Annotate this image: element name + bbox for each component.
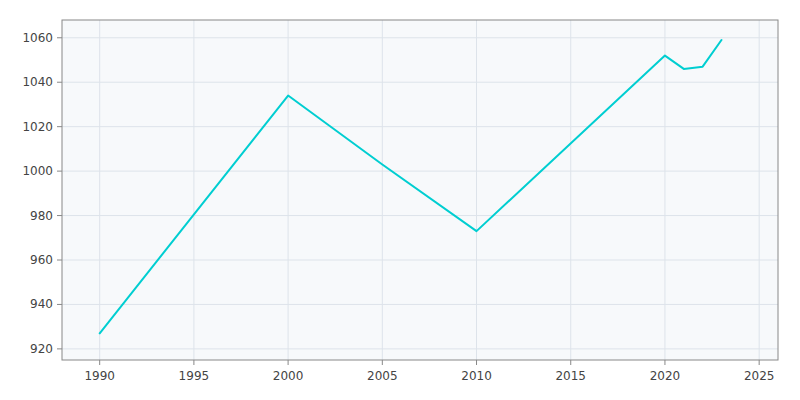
x-grid-line (570, 20, 571, 360)
y-tick-mark (57, 126, 62, 127)
x-tick-mark (382, 360, 383, 365)
tick-labels: 1990 1995 2000 2005 2010 2015 2020 2025 920 940 96… (22, 31, 774, 383)
x-tick-mark (664, 360, 665, 365)
y-grid-line (62, 348, 778, 349)
x-tick-label: 2025 (744, 369, 775, 383)
x-grid-line (476, 20, 477, 360)
y-tick-label: 960 (30, 253, 53, 267)
y-tick-label: 920 (30, 342, 53, 356)
x-grid-line (288, 20, 289, 360)
y-grid-line (62, 37, 778, 38)
line-series (100, 40, 722, 333)
plot-background (62, 20, 778, 360)
x-tick-mark (759, 360, 760, 365)
x-grid-line (759, 20, 760, 360)
grid (57, 20, 778, 365)
x-tick-mark (193, 360, 194, 365)
y-grid-line (62, 215, 778, 216)
y-grid-line (62, 171, 778, 172)
y-tick-label: 1060 (22, 31, 53, 45)
y-tick-label: 980 (30, 209, 53, 223)
x-tick-label: 2005 (367, 369, 398, 383)
y-tick-label: 1020 (22, 120, 53, 134)
x-tick-mark (476, 360, 477, 365)
y-tick-label: 1000 (22, 164, 53, 178)
x-tick-label: 2020 (650, 369, 681, 383)
y-tick-mark (57, 82, 62, 83)
x-grid-line (382, 20, 383, 360)
y-tick-mark (57, 304, 62, 305)
y-tick-label: 940 (30, 297, 53, 311)
y-tick-mark (57, 348, 62, 349)
x-tick-mark (570, 360, 571, 365)
chart-container: 1990 1995 2000 2005 2010 2015 2020 2025 920 940 96… (0, 0, 800, 400)
x-tick-mark (99, 360, 100, 365)
y-tick-mark (57, 37, 62, 38)
x-tick-label: 1995 (179, 369, 210, 383)
y-grid-line (62, 304, 778, 305)
chart-svg: 1990 1995 2000 2005 2010 2015 2020 2025 920 940 96… (0, 0, 800, 400)
y-tick-mark (57, 215, 62, 216)
y-tick-mark (57, 260, 62, 261)
x-tick-label: 2000 (273, 369, 304, 383)
y-grid-line (62, 82, 778, 83)
y-tick-mark (57, 171, 62, 172)
x-tick-label: 2015 (555, 369, 586, 383)
y-grid-line (62, 260, 778, 261)
x-grid-line (193, 20, 194, 360)
x-grid-line (99, 20, 100, 360)
x-tick-label: 2010 (461, 369, 492, 383)
x-tick-mark (288, 360, 289, 365)
y-tick-label: 1040 (22, 75, 53, 89)
x-tick-label: 1990 (84, 369, 115, 383)
x-grid-line (664, 20, 665, 360)
plot-frame (62, 20, 778, 360)
y-grid-line (62, 126, 778, 127)
data-layer (100, 40, 722, 333)
